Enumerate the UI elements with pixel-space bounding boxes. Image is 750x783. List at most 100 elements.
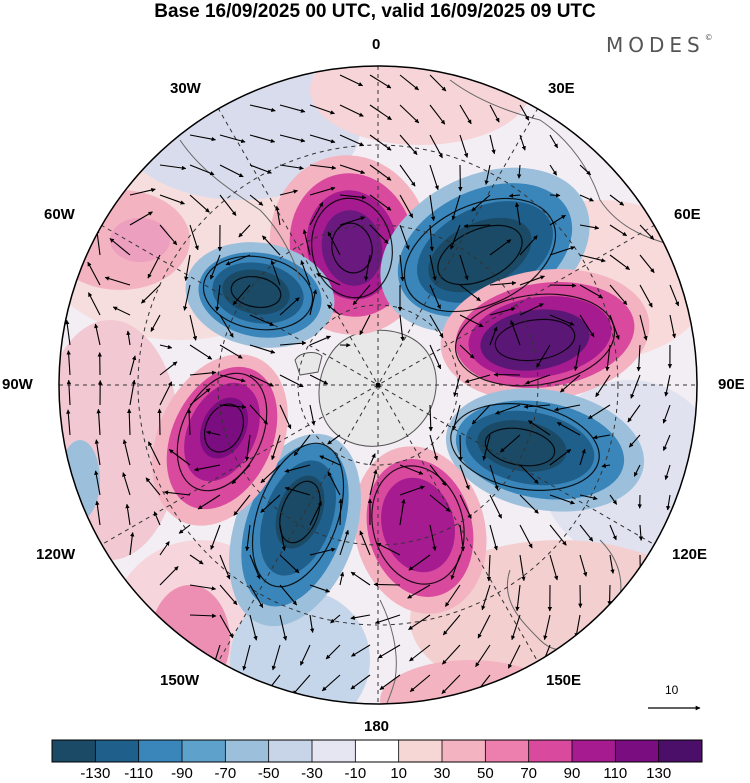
wind-vector bbox=[141, 284, 161, 304]
wind-vector bbox=[459, 284, 481, 302]
wind-vector bbox=[429, 194, 436, 222]
wind-vector bbox=[638, 524, 644, 541]
wind-vector bbox=[477, 614, 491, 639]
wind-vector bbox=[150, 314, 161, 332]
wind-vector bbox=[429, 344, 442, 370]
wind-vector bbox=[309, 501, 322, 526]
wind-vector bbox=[159, 566, 179, 586]
wind-vector bbox=[429, 254, 437, 281]
wind-vector bbox=[225, 254, 251, 266]
wind-vector bbox=[459, 494, 472, 519]
wind-vector bbox=[351, 644, 371, 657]
wind-vector bbox=[605, 344, 611, 372]
wind-vector bbox=[125, 503, 131, 526]
wind-vector bbox=[429, 104, 446, 125]
wind-vector bbox=[94, 470, 101, 496]
wind-vector bbox=[471, 404, 491, 425]
wind-vector bbox=[189, 164, 215, 176]
wind-vector bbox=[293, 434, 311, 457]
wind-vector bbox=[369, 453, 376, 466]
wind-vector bbox=[579, 494, 598, 501]
wind-vector bbox=[205, 430, 221, 436]
wind-vector bbox=[279, 104, 306, 113]
wind-vector bbox=[210, 524, 221, 550]
colorbar-tick-label: 90 bbox=[563, 765, 581, 782]
wind-vector bbox=[399, 314, 405, 342]
wind-vector bbox=[279, 614, 288, 641]
wind-vector bbox=[327, 471, 341, 496]
colorbar-bin bbox=[312, 740, 356, 762]
wind-vector bbox=[159, 194, 185, 205]
wind-vector bbox=[186, 408, 192, 436]
wind-vector bbox=[669, 314, 677, 339]
wind-vector bbox=[219, 314, 234, 338]
wind-vector bbox=[459, 254, 469, 281]
wind-vector bbox=[242, 644, 251, 671]
wind-vector bbox=[159, 361, 178, 376]
wind-vector bbox=[189, 584, 217, 591]
wind-vector bbox=[364, 254, 371, 282]
colorbar bbox=[51, 739, 703, 763]
wind-vector bbox=[379, 674, 401, 691]
wind-vector bbox=[399, 134, 418, 155]
wind-vector bbox=[579, 194, 594, 202]
lon-label-150w: 150W bbox=[160, 672, 200, 689]
wind-vector bbox=[275, 205, 281, 226]
anomaly-positive-east bbox=[440, 268, 650, 402]
wind-vector bbox=[219, 194, 237, 216]
colorbar-bin bbox=[615, 740, 660, 762]
wind-vector bbox=[609, 284, 628, 306]
wind-vector bbox=[95, 500, 101, 526]
wind-vector bbox=[249, 104, 276, 113]
brand-name: MODES bbox=[606, 33, 705, 57]
wind-vector bbox=[628, 434, 641, 448]
wind-vector bbox=[595, 374, 611, 398]
wind-vector bbox=[215, 284, 221, 312]
colorbar-bin bbox=[95, 740, 140, 762]
wind-vector bbox=[627, 404, 641, 423]
wind-vector bbox=[279, 134, 306, 143]
contour-lines bbox=[176, 197, 616, 588]
wind-vector bbox=[249, 614, 258, 641]
wind-vector bbox=[279, 584, 298, 606]
wind-vector bbox=[519, 303, 544, 316]
wind-vector bbox=[451, 194, 461, 221]
wind-vector bbox=[463, 223, 491, 229]
wind-vector bbox=[579, 254, 606, 263]
wind-vector bbox=[309, 614, 315, 633]
wind-vector bbox=[233, 494, 251, 516]
lon-label-0: 0 bbox=[372, 36, 381, 53]
wind-vector bbox=[189, 194, 210, 213]
wind-vector bbox=[442, 614, 461, 636]
map-disk bbox=[59, 66, 697, 704]
wind-vector bbox=[284, 464, 311, 473]
wind-vector bbox=[66, 350, 71, 376]
wind-vector bbox=[159, 344, 173, 350]
wind-vector bbox=[373, 582, 401, 587]
wind-vector bbox=[573, 344, 581, 372]
colorbar-tick-label: 10 bbox=[390, 765, 407, 782]
wind-vector bbox=[489, 464, 499, 491]
wind-vector bbox=[592, 434, 611, 440]
wind-vector bbox=[579, 448, 586, 466]
wind-vector bbox=[549, 554, 559, 581]
wind-vector bbox=[309, 134, 336, 144]
wind-vector bbox=[519, 235, 538, 256]
wind-vector bbox=[104, 276, 131, 286]
wind-vector bbox=[219, 614, 234, 638]
wind-vector bbox=[664, 464, 671, 481]
wind-vector bbox=[96, 408, 101, 436]
wind-vector bbox=[300, 260, 311, 286]
wind-vector bbox=[517, 164, 522, 179]
wind-vector bbox=[309, 584, 331, 593]
lon-label-180: 180 bbox=[364, 718, 390, 735]
wind-vector bbox=[377, 644, 401, 659]
wind-vector bbox=[271, 434, 281, 461]
pole-dot bbox=[375, 382, 381, 388]
wind-vector bbox=[339, 216, 366, 226]
wind-vector bbox=[609, 194, 625, 206]
wind-vector bbox=[66, 409, 71, 436]
wind-vector bbox=[309, 104, 335, 115]
wind-vector bbox=[309, 404, 316, 426]
wind-vector bbox=[219, 134, 246, 144]
